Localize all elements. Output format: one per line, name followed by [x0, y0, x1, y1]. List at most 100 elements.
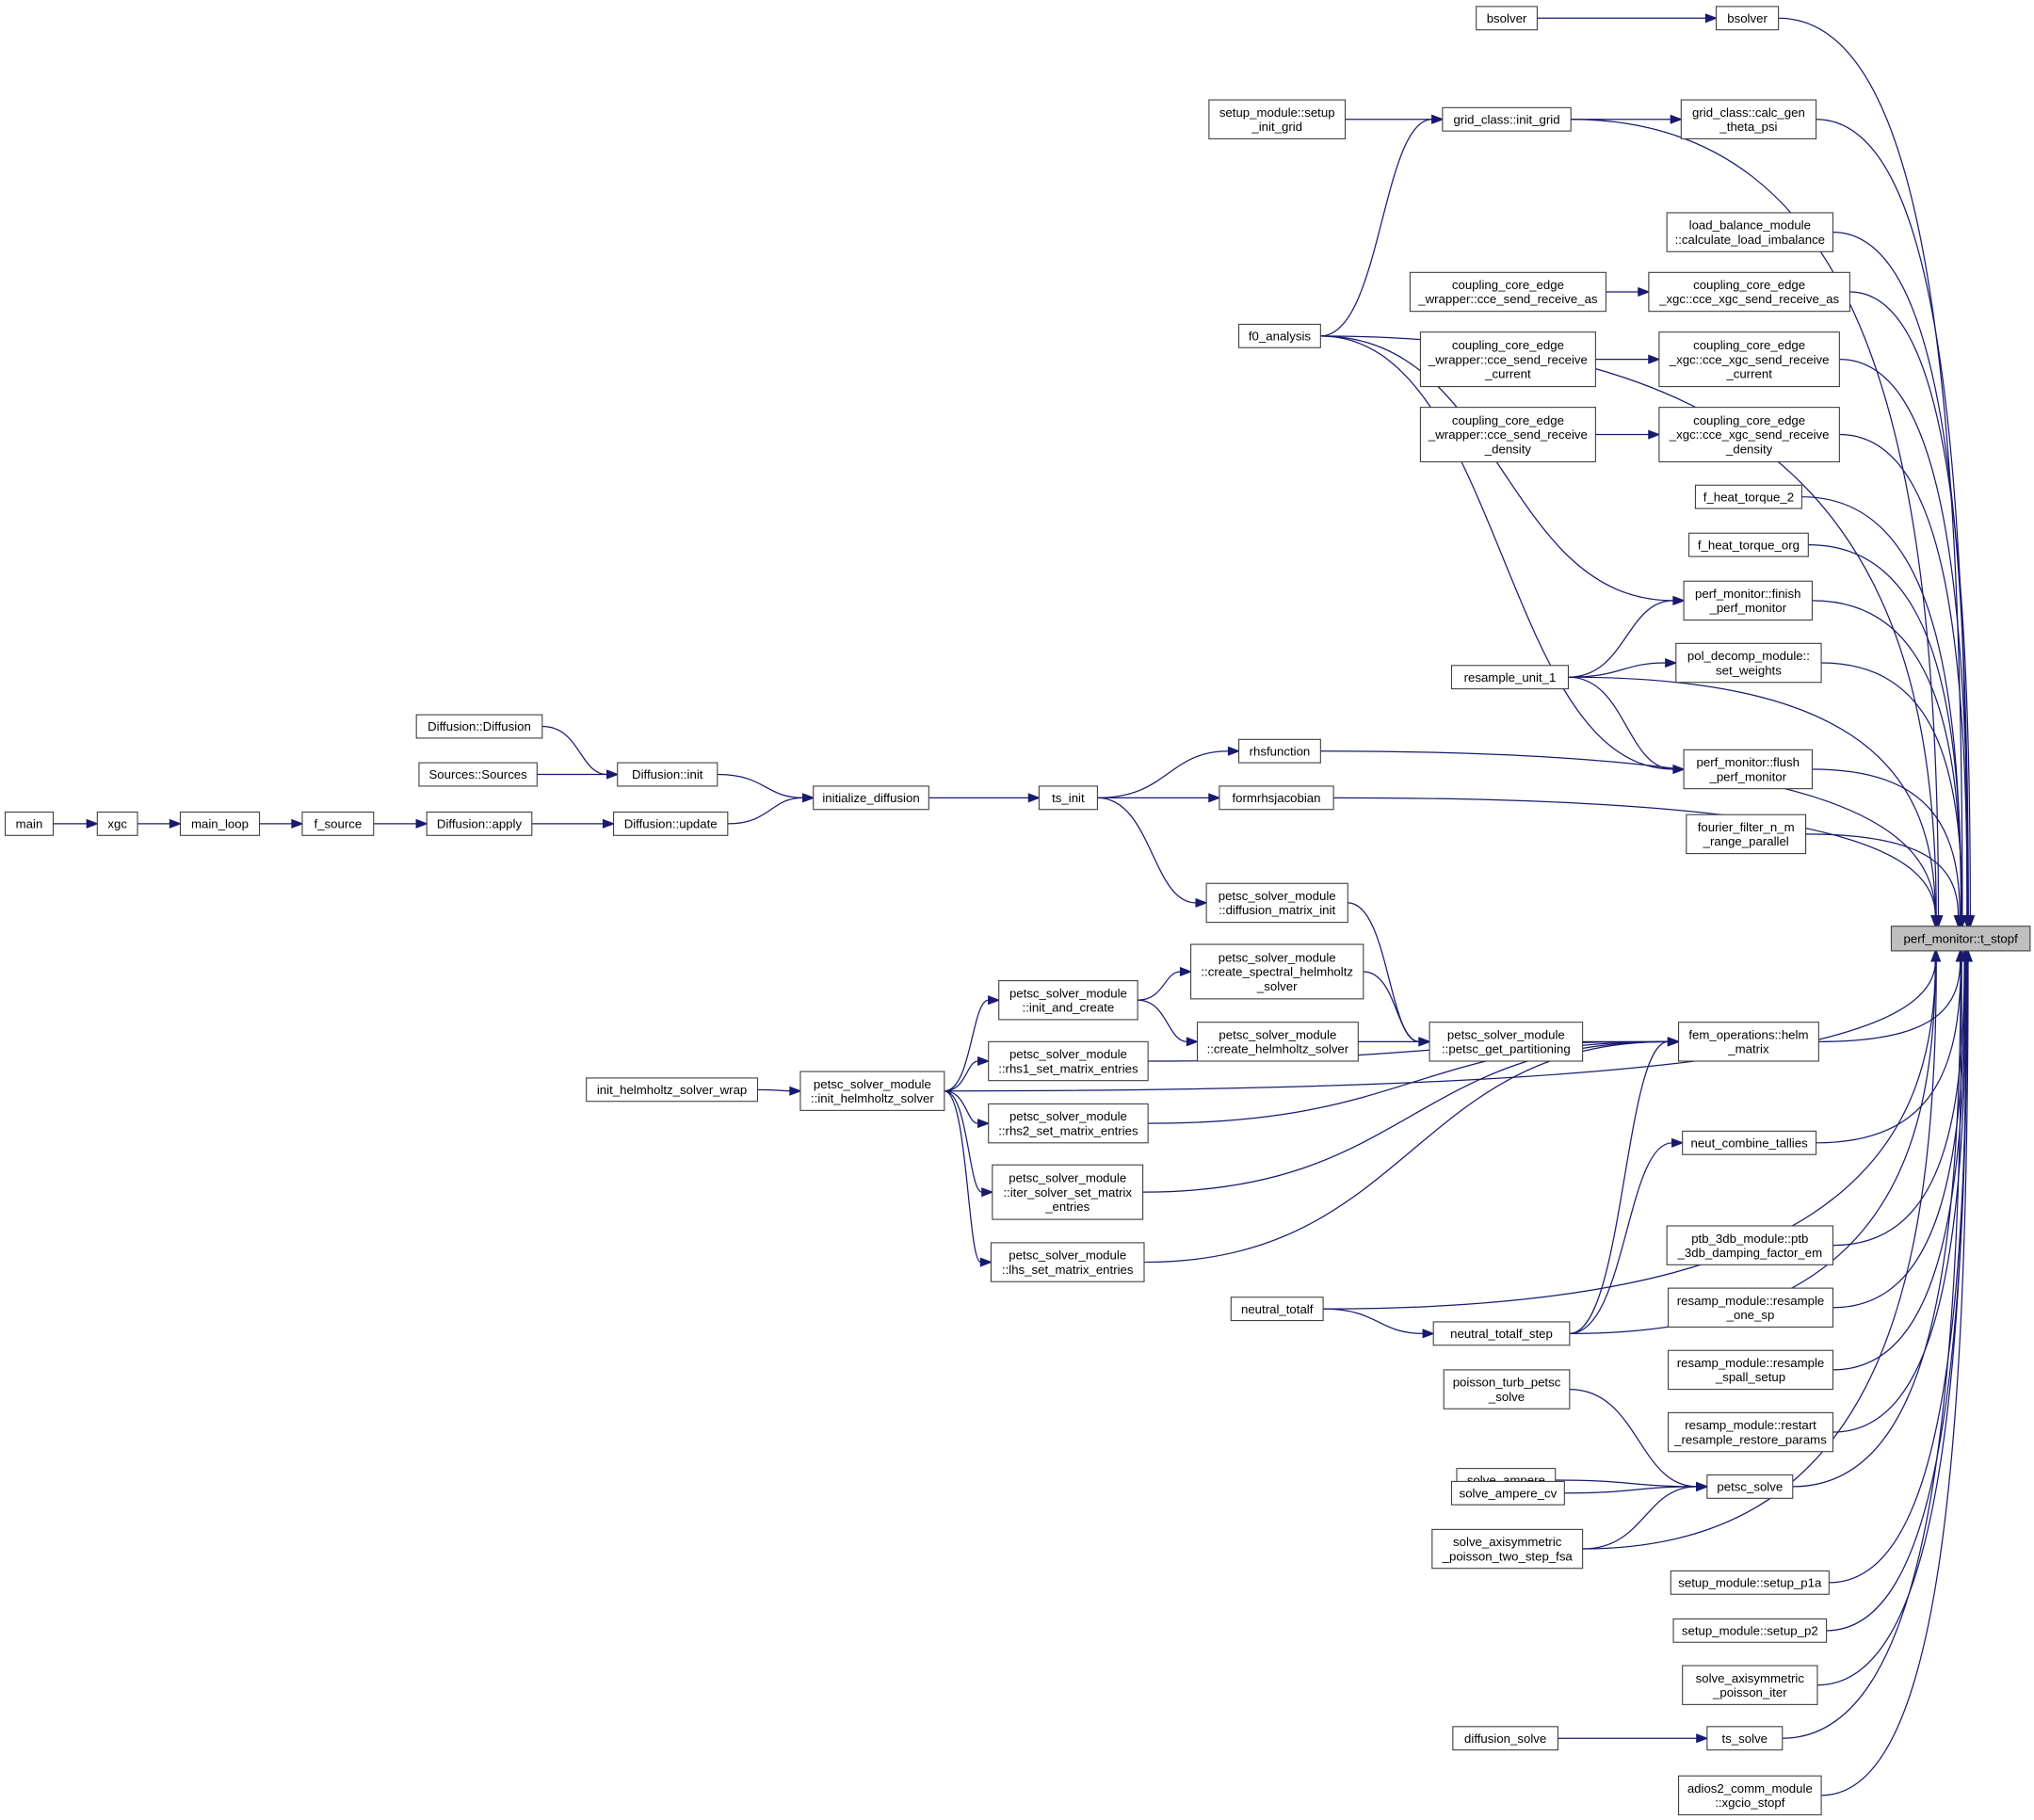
node-label: petsc_solver_module: [1009, 1171, 1126, 1185]
node-poisturb[interactable]: poisson_turb_petsc_solve: [1443, 1369, 1571, 1409]
node-bsolverR[interactable]: bsolver: [1715, 6, 1780, 31]
node-box: [1678, 1775, 1822, 1816]
node-label: f0_analysis: [1249, 330, 1312, 344]
node-wr_cur[interactable]: coupling_core_edge_wrapper::cce_send_rec…: [1419, 331, 1596, 388]
node-formrhs[interactable]: formrhsjacobian: [1219, 785, 1334, 811]
edge-fsource-to-diffapply: [373, 818, 428, 829]
node-label: ::xgcio_stopf: [1715, 1796, 1785, 1810]
node-restart[interactable]: resamp_module::restart_resample_restore_…: [1667, 1411, 1834, 1453]
node-label: coupling_core_edge: [1452, 413, 1564, 427]
node-label: set_weights: [1716, 663, 1782, 677]
node-box: [1667, 1411, 1834, 1453]
node-lhs[interactable]: petsc_solver_module::lhs_set_matrix_entr…: [990, 1242, 1145, 1282]
edge-line: [1143, 1040, 1669, 1264]
node-init_grid[interactable]: grid_class::init_grid: [1442, 106, 1572, 132]
node-load_bal[interactable]: load_balance_module::calculate_load_imba…: [1666, 212, 1834, 252]
edge-line: [1320, 335, 1674, 602]
node-tssolve[interactable]: ts_solve: [1706, 1726, 1784, 1751]
node-diffsolve[interactable]: diffusion_solve: [1452, 1726, 1558, 1751]
arrowhead-icon: [802, 793, 815, 803]
node-label: resamp_module::restart: [1685, 1418, 1816, 1432]
node-amperecv[interactable]: solve_ampere_cv: [1450, 1480, 1565, 1506]
node-initcreate[interactable]: petsc_solver_module::init_and_create: [998, 980, 1138, 1021]
edge-line: [1582, 1486, 1697, 1550]
edge-tsinit-to-formrhs: [1097, 793, 1221, 803]
node-fhto[interactable]: f_heat_torque_org: [1688, 532, 1809, 557]
node-xgc_den[interactable]: coupling_core_edge_xgc::cce_xgc_send_rec…: [1658, 407, 1840, 463]
node-box: [1205, 882, 1348, 924]
edge-line: [1839, 433, 1968, 916]
node-rhs1[interactable]: petsc_solver_module::rhs1_set_matrix_ent…: [988, 1040, 1149, 1082]
node-wr_den[interactable]: coupling_core_edge_wrapper::cce_send_rec…: [1419, 407, 1596, 463]
node-main[interactable]: main: [4, 811, 55, 836]
edge-line: [1812, 768, 1961, 916]
node-iter[interactable]: petsc_solver_module::iter_solver_set_mat…: [992, 1164, 1144, 1220]
node-dmi[interactable]: petsc_solver_module::diffusion_matrix_in…: [1205, 882, 1348, 924]
node-spectral[interactable]: petsc_solver_module::create_spectral_hel…: [1190, 943, 1364, 1000]
edge-line: [1816, 960, 1961, 1144]
node-diffapply[interactable]: Diffusion::apply: [426, 811, 533, 836]
node-rhs2[interactable]: petsc_solver_module::rhs2_set_matrix_ent…: [988, 1103, 1149, 1144]
node-f0[interactable]: f0_analysis: [1238, 323, 1321, 348]
node-label: _perf_monitor: [1708, 601, 1786, 615]
node-spall[interactable]: resamp_module::resample_spall_setup: [1667, 1349, 1834, 1391]
node-box: [1450, 1480, 1565, 1506]
node-label: setup_module::setup_p1a: [1678, 1576, 1822, 1590]
edge-line: [1333, 797, 1936, 916]
node-p2[interactable]: setup_module::setup_p2: [1672, 1618, 1828, 1643]
arrowhead-icon: [1179, 966, 1193, 976]
node-getpart[interactable]: petsc_solver_module::petsc_get_partition…: [1429, 1022, 1584, 1062]
node-ptb[interactable]: ptb_3db_module::ptb_3db_damping_factor_e…: [1666, 1225, 1834, 1265]
node-onesp[interactable]: resamp_module::resample_one_sp: [1667, 1287, 1834, 1329]
node-box: [988, 1103, 1149, 1144]
node-inithelm[interactable]: petsc_solver_module::init_helmholtz_solv…: [799, 1071, 945, 1111]
node-ntotal[interactable]: neutral_totalf: [1230, 1297, 1324, 1322]
node-adios[interactable]: adios2_comm_module::xgcio_stopf: [1678, 1775, 1822, 1816]
node-setup_init_grid[interactable]: setup_module::setup_init_grid: [1208, 99, 1347, 139]
node-fht2[interactable]: f_heat_torque_2: [1694, 484, 1802, 509]
edge-line: [1832, 960, 1966, 1309]
node-createhelm[interactable]: petsc_solver_module::create_helmholtz_so…: [1196, 1022, 1359, 1062]
node-p1a[interactable]: setup_module::setup_p1a: [1670, 1570, 1830, 1595]
node-mainloop[interactable]: main_loop: [179, 811, 261, 836]
node-fourier[interactable]: fourier_filter_n_m_range_parallel: [1686, 813, 1807, 855]
edge-line: [1138, 971, 1181, 1001]
node-tstopf[interactable]: perf_monitor::t_stopf: [1890, 926, 2031, 952]
edge-inithelm-to-rhs1: [944, 1055, 991, 1092]
node-diffdiff[interactable]: Diffusion::Diffusion: [415, 714, 543, 739]
node-wrap[interactable]: init_helmholtz_solver_wrap: [586, 1077, 759, 1103]
node-initdiff[interactable]: initialize_diffusion: [813, 785, 929, 811]
edge-inithelm-to-iter: [944, 1090, 994, 1198]
node-sources[interactable]: Sources::Sources: [418, 762, 538, 787]
edge-line: [757, 1088, 790, 1092]
node-flush[interactable]: perf_monitor::flush_perf_monitor: [1683, 749, 1813, 790]
node-xgc[interactable]: xgc: [96, 811, 138, 836]
node-xgc_cur[interactable]: coupling_core_edge_xgc::cce_xgc_send_rec…: [1658, 331, 1840, 388]
node-label: ::create_helmholtz_solver: [1207, 1042, 1349, 1056]
node-petscsolve[interactable]: petsc_solve: [1706, 1474, 1794, 1499]
node-diffinit[interactable]: Diffusion::init: [617, 762, 718, 787]
node-axiiter[interactable]: solve_axisymmetric_poisson_iter: [1682, 1665, 1818, 1705]
node-neutcomb[interactable]: neut_combine_tallies: [1682, 1130, 1817, 1155]
edge-line: [1555, 1479, 1697, 1488]
node-setw[interactable]: pol_decomp_module::set_weights: [1675, 642, 1822, 684]
node-diffupdate[interactable]: Diffusion::update: [613, 811, 729, 836]
edge-spall-to-tstopf: [1832, 949, 1971, 1371]
node-xgc_as[interactable]: coupling_core_edge_xgc::cce_xgc_send_rec…: [1648, 271, 1850, 313]
node-helm[interactable]: fem_operations::helm_matrix: [1678, 1022, 1819, 1062]
node-tsinit[interactable]: ts_init: [1038, 785, 1098, 811]
node-fsource[interactable]: f_source: [301, 811, 375, 836]
node-rhsf[interactable]: rhsfunction: [1238, 738, 1321, 764]
node-label: _init_grid: [1251, 120, 1302, 134]
node-twostep[interactable]: solve_axisymmetric_poisson_two_step_fsa: [1431, 1528, 1584, 1570]
node-resamp1[interactable]: resample_unit_1: [1450, 665, 1570, 690]
arrowhead-icon: [988, 995, 1001, 1006]
node-calc_gen[interactable]: grid_class::calc_gen_theta_psi: [1680, 99, 1817, 139]
node-nstep[interactable]: neutral_totalf_step: [1432, 1321, 1571, 1346]
node-label: neut_combine_tallies: [1691, 1135, 1809, 1150]
node-wr_as[interactable]: coupling_core_edge_wrapper::cce_send_rec…: [1409, 271, 1606, 313]
node-box: [1190, 943, 1364, 1000]
node-bsolverL[interactable]: bsolver: [1476, 6, 1538, 31]
node-label: _perf_monitor: [1708, 769, 1786, 783]
node-finish[interactable]: perf_monitor::finish_perf_monitor: [1683, 580, 1813, 621]
